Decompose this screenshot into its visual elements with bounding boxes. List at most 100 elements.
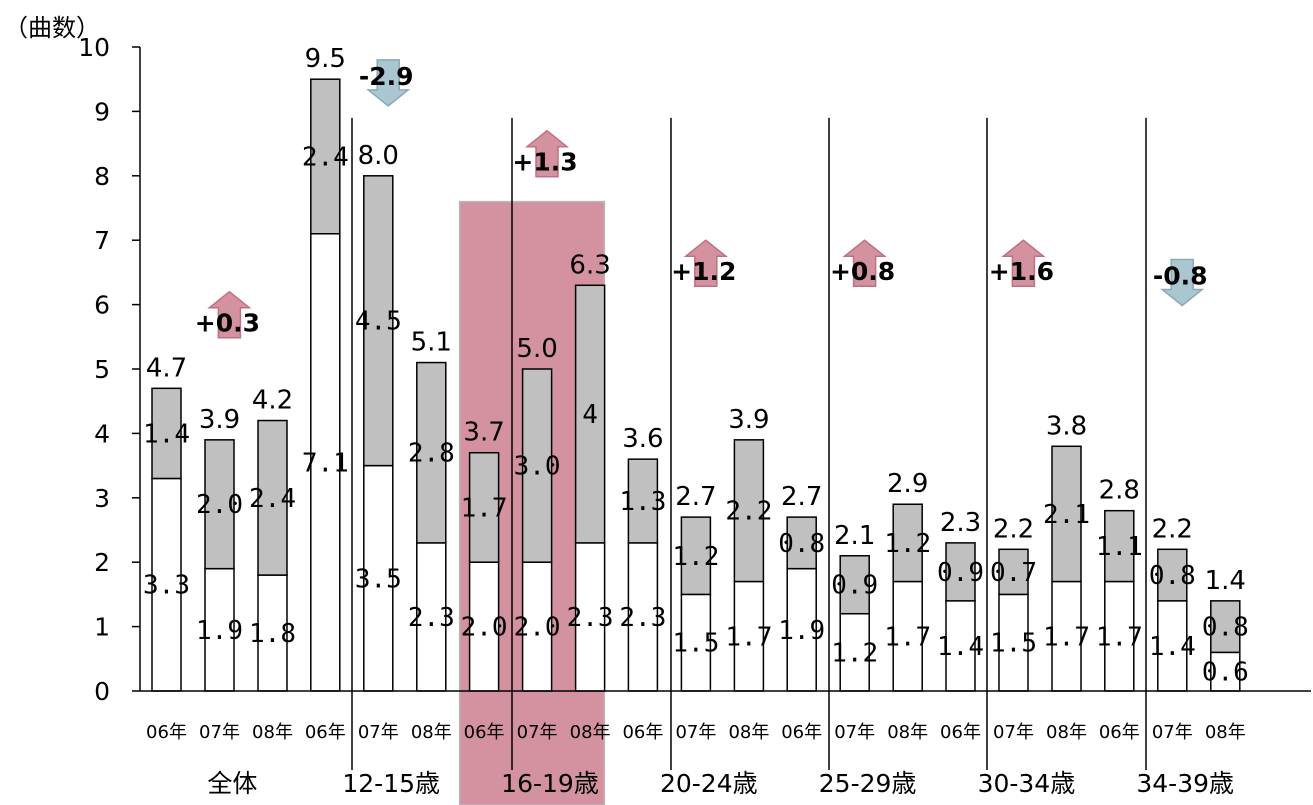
bar-layer xyxy=(151,78,1241,692)
x-tick-label: 07年 xyxy=(358,722,399,743)
bar-bottom-segment xyxy=(1051,580,1082,692)
change-value-label: +0.3 xyxy=(195,309,260,338)
group-label: 30-34歳 xyxy=(978,769,1076,798)
bar-total-value-label: 6.3 xyxy=(569,250,610,280)
bar-bottom-segment xyxy=(363,464,394,692)
x-tick-label: 08年 xyxy=(1205,722,1246,743)
bar-bottom-value-label: 1.7 xyxy=(725,622,772,652)
group-label: 12-15歳 xyxy=(342,769,440,798)
bar-bottom-value-label: 1.7 xyxy=(1096,622,1143,652)
bar-top-segment xyxy=(151,387,182,480)
bar-total-value-label: 3.9 xyxy=(199,405,240,435)
bar-top-segment xyxy=(680,516,712,596)
x-tick-label: 06年 xyxy=(146,722,187,743)
change-arrow-layer: +0.3 -2.9 +1.3 +1.2 +0.8 +1.6 -0.8 xyxy=(195,59,1208,339)
x-tick-label: 08年 xyxy=(252,722,293,743)
bar-bottom-value-label: 1.8 xyxy=(249,619,296,649)
bar-top-value-label: 0.9 xyxy=(831,571,878,601)
bar-top-segment xyxy=(786,516,817,570)
bar-total-value-label: 3.7 xyxy=(463,418,504,448)
bar-total-value-label: 3.6 xyxy=(622,424,663,454)
bar-bottom-value-label: 2.3 xyxy=(408,603,455,633)
x-tick-label: 06年 xyxy=(940,722,981,743)
x-tick-label: 08年 xyxy=(728,722,769,743)
bar-top-segment xyxy=(945,542,976,602)
bar-total-value-label: 2.3 xyxy=(940,508,981,538)
bar-bottom-value-label: 1.5 xyxy=(672,629,719,659)
bar-total-value-label: 8.0 xyxy=(358,141,399,171)
bar-top-value-label: 2.2 xyxy=(725,497,772,527)
bar-bottom-segment xyxy=(786,567,817,692)
bar-top-segment xyxy=(1157,548,1188,602)
y-tick-label: 7 xyxy=(94,226,110,255)
group-label: 全体 xyxy=(207,769,257,798)
bar-top-value-label: 2.4 xyxy=(249,484,296,514)
x-tick-label: 08年 xyxy=(411,722,452,743)
bar-bottom-segment xyxy=(945,600,976,692)
bar-top-value-label: 4.5 xyxy=(355,307,402,337)
bar-bottom-segment xyxy=(310,233,341,692)
bar-top-segment xyxy=(521,368,553,563)
y-tick-label: 9 xyxy=(94,97,110,126)
group-label: 20-24歳 xyxy=(660,769,758,798)
x-tick-label: 08年 xyxy=(1046,722,1087,743)
group-divider-layer xyxy=(351,117,1147,770)
bar-bottom-value-label: 1.7 xyxy=(884,622,931,652)
bar-top-segment xyxy=(1210,600,1241,654)
bar-top-segment xyxy=(627,458,659,544)
bar-top-value-label: 0.8 xyxy=(1149,561,1196,591)
bar-top-segment xyxy=(839,555,870,615)
bar-total-value-label: 3.9 xyxy=(728,405,769,435)
change-value-label: -2.9 xyxy=(359,62,414,91)
bar-bottom-segment xyxy=(627,542,659,692)
x-tick-label: 07年 xyxy=(993,722,1034,743)
change-up-arrow xyxy=(524,129,570,178)
y-tick-label: 6 xyxy=(94,291,110,320)
bar-top-value-label: 0.9 xyxy=(937,558,984,588)
bar-total-value-label: 2.7 xyxy=(781,482,822,512)
bar-total-value-label: 2.7 xyxy=(675,482,716,512)
bar-top-segment xyxy=(416,361,447,544)
x-tick-label: 08年 xyxy=(887,722,928,743)
bar-bottom-segment xyxy=(733,580,765,692)
bar-bottom-value-label: 1.4 xyxy=(1149,632,1196,662)
y-axis-unit-label: （曲数） xyxy=(4,14,100,42)
x-tick-label: 07年 xyxy=(1152,722,1193,743)
bar-total-value-label: 2.2 xyxy=(993,514,1034,544)
x-tick-label: 08年 xyxy=(570,722,611,743)
bar-top-value-label: 0.7 xyxy=(990,558,1037,588)
bar-total-value-label: 5.0 xyxy=(516,334,557,364)
bar-top-value-label: 2.1 xyxy=(1043,500,1090,530)
change-value-label: +1.6 xyxy=(989,257,1054,286)
bar-top-value-label: 2.0 xyxy=(196,490,243,520)
bar-bottom-segment xyxy=(468,561,500,692)
bar-total-value-label: 3.8 xyxy=(1046,411,1087,441)
bar-top-value-label: 1.1 xyxy=(1096,532,1143,562)
x-tick-label: 06年 xyxy=(622,722,663,743)
change-up-arrow xyxy=(1001,239,1046,287)
bar-top-segment xyxy=(733,439,765,583)
x-tick-label: 07年 xyxy=(675,722,716,743)
bar-top-value-label: 4 xyxy=(582,400,598,430)
bar-top-segment xyxy=(1104,509,1135,583)
y-tick-label: 5 xyxy=(94,355,110,384)
bar-top-segment xyxy=(998,548,1029,596)
change-down-arrow xyxy=(1160,258,1205,307)
bar-top-value-label: 0.8 xyxy=(778,529,825,559)
bar-total-value-label: 5.1 xyxy=(411,328,452,358)
x-tick-label: 06年 xyxy=(305,722,346,743)
bar-total-value-label: 1.4 xyxy=(1205,566,1246,596)
x-tick-label: 06年 xyxy=(781,722,822,743)
bar-bottom-value-label: 2.0 xyxy=(514,613,561,643)
bar-total-value-label: 2.8 xyxy=(1099,476,1140,506)
bar-total-value-label: 2.2 xyxy=(1152,514,1193,544)
change-value-label: -0.8 xyxy=(1153,262,1208,291)
bar-bottom-value-label: 3.5 xyxy=(355,564,402,594)
bar-top-segment xyxy=(310,78,341,235)
change-up-arrow xyxy=(842,239,887,287)
bar-total-value-label: 4.2 xyxy=(252,386,293,416)
bar-top-value-label: 0.8 xyxy=(1202,613,1249,643)
bar-top-value-label: 1.2 xyxy=(884,529,931,559)
